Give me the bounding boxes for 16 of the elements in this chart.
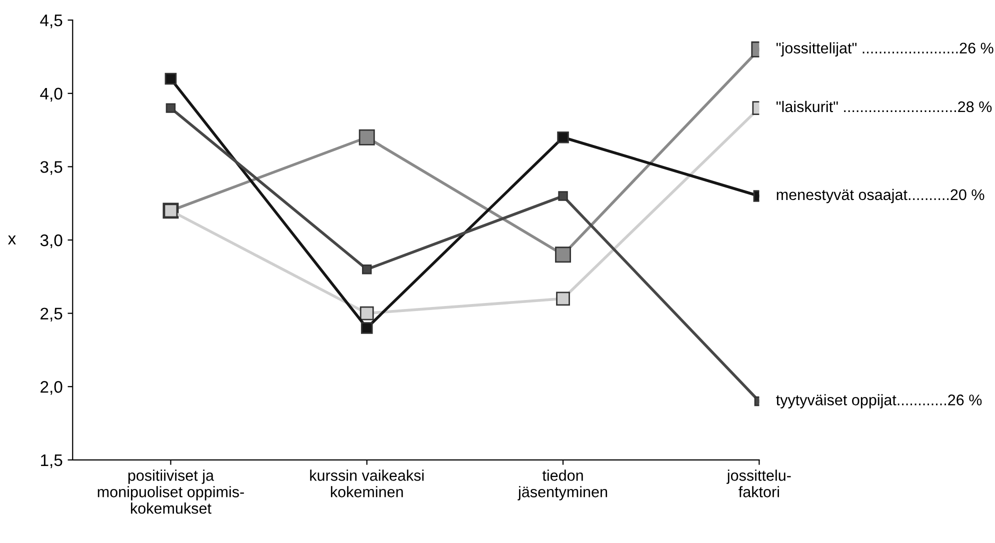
y-axis-title: x: [8, 236, 16, 244]
series-label: tyytyväiset oppijat............26 %: [776, 394, 982, 408]
series-label: "jossittelijat" .......................26 %: [776, 42, 994, 57]
x-tick-label: kurssin vaikeaksi kokeminen: [310, 470, 424, 498]
y-tick-label: 4,0: [40, 88, 62, 102]
y-tick-label: 2,0: [40, 381, 62, 395]
y-tick-label: 2,5: [40, 308, 62, 322]
y-tick-label: 3,5: [40, 161, 62, 175]
y-tick-label: 1,5: [41, 454, 62, 468]
x-tick-label: positiiviset ja monipuoliset oppimis- kokemukset: [98, 470, 244, 514]
y-tick-label: 4,5: [40, 14, 62, 28]
x-tick-label: tiedon jäsentyminen: [518, 470, 608, 500]
series-label: menestyvät osaajat..........20 %: [776, 188, 984, 204]
y-tick-label: 3,0: [40, 234, 62, 248]
series-label: "laiskurit" ...........................28 %: [776, 100, 992, 112]
x-tick-label: jossittelu- faktori: [726, 470, 791, 498]
